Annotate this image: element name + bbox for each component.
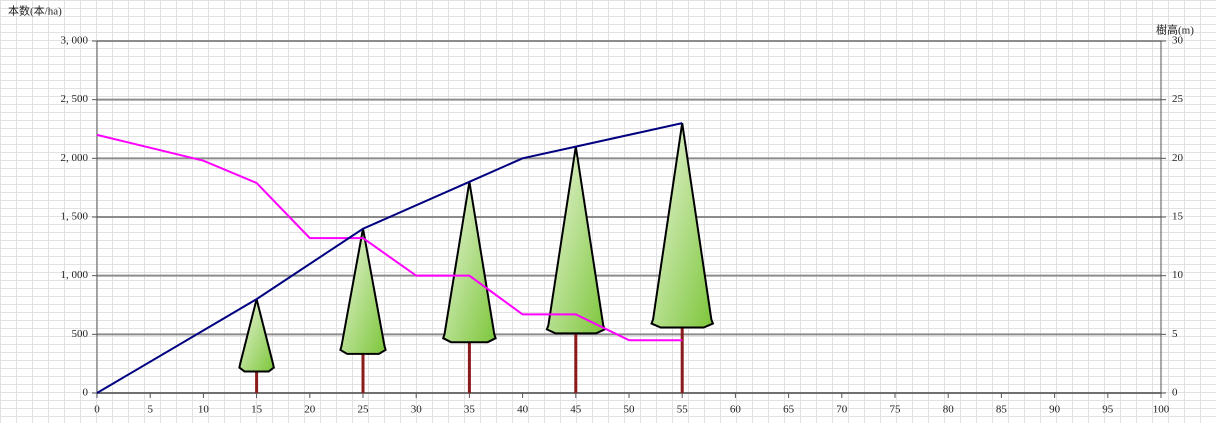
- x-tick-label: 60: [730, 404, 742, 416]
- x-tick-label: 65: [783, 404, 795, 416]
- y-tick-label: 0: [83, 387, 89, 399]
- y2-tick-label: 5: [1172, 328, 1178, 340]
- y2-tick-label: 0: [1172, 387, 1178, 399]
- tree-crown: [441, 181, 497, 344]
- y2-tick-label: 30: [1172, 35, 1184, 47]
- x-tick-label: 15: [251, 404, 263, 416]
- tree-crown: [545, 146, 606, 335]
- x-tick-label: 30: [411, 404, 423, 416]
- y2-tick-label: 10: [1172, 269, 1184, 281]
- x-tick-label: 25: [358, 404, 370, 416]
- y-tick-label: 1, 500: [61, 211, 89, 223]
- x-tick-label: 80: [943, 404, 955, 416]
- x-tick-label: 55: [677, 404, 689, 416]
- x-tick-label: 40: [517, 404, 529, 416]
- x-tick-label: 100: [1153, 404, 1170, 416]
- y2-tick-label: 15: [1172, 211, 1184, 223]
- tree-crown: [238, 298, 275, 373]
- x-tick-label: 10: [198, 404, 210, 416]
- x-tick-label: 35: [464, 404, 476, 416]
- y-tick-label: 500: [72, 328, 89, 340]
- x-tick-label: 70: [836, 404, 848, 416]
- y-tick-label: 1, 000: [61, 269, 89, 281]
- x-tick-label: 45: [570, 404, 582, 416]
- y-axis-title: 本数(本/ha): [8, 4, 62, 18]
- series-line: [96, 133, 683, 342]
- y2-axis-title: 樹高(m): [1156, 23, 1194, 37]
- x-tick-label: 85: [996, 404, 1008, 416]
- y-tick-label: 2, 500: [61, 93, 89, 105]
- x-tick-label: 95: [1102, 404, 1114, 416]
- x-tick-label: 50: [624, 404, 636, 416]
- x-tick-label: 75: [890, 404, 902, 416]
- y-tick-label: 2, 000: [61, 152, 89, 164]
- tree-crown: [339, 228, 387, 355]
- x-tick-label: 20: [304, 404, 316, 416]
- series-line: [96, 122, 683, 394]
- y2-tick-label: 20: [1172, 152, 1184, 164]
- x-tick-label: 0: [94, 404, 100, 416]
- y2-tick-label: 25: [1172, 93, 1184, 105]
- tree-crown: [650, 122, 715, 329]
- x-tick-label: 90: [1049, 404, 1061, 416]
- y-tick-label: 3, 000: [61, 35, 89, 47]
- x-tick-label: 5: [147, 404, 153, 416]
